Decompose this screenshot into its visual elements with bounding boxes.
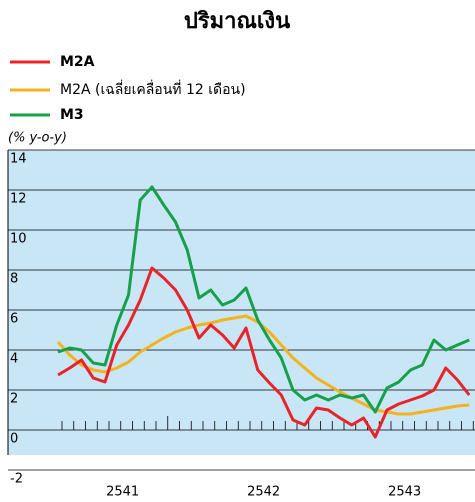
chart-title: ปริมาณเงิน xyxy=(184,9,290,34)
y-tick-label: 2 xyxy=(10,392,18,407)
y-tick-label: 14 xyxy=(10,152,27,167)
series-line xyxy=(56,314,470,416)
x-tick-label: 2541 xyxy=(106,485,139,500)
y-tick-label: 10 xyxy=(10,232,27,247)
plot-background xyxy=(8,150,475,455)
x-tick-label: 2543 xyxy=(388,485,421,500)
x-tick-label: 2542 xyxy=(247,485,280,500)
y-tick-label: 8 xyxy=(10,272,18,287)
y-tick-label: -2 xyxy=(10,472,23,487)
series-line xyxy=(57,185,470,414)
y-tick-label: 12 xyxy=(10,192,27,207)
y-tick-label: 0 xyxy=(10,432,18,447)
legend-label: M2A (เฉลี่ยเคลื่อนที่ 12 เดือน) xyxy=(60,80,246,98)
series-line xyxy=(57,266,471,439)
legend-label: M2A xyxy=(60,54,95,70)
y-tick-label: 4 xyxy=(10,352,18,367)
y-tick-label: 6 xyxy=(10,312,18,327)
legend-label: M3 xyxy=(60,107,84,123)
y-axis-label: (% y-o-y) xyxy=(8,131,67,146)
